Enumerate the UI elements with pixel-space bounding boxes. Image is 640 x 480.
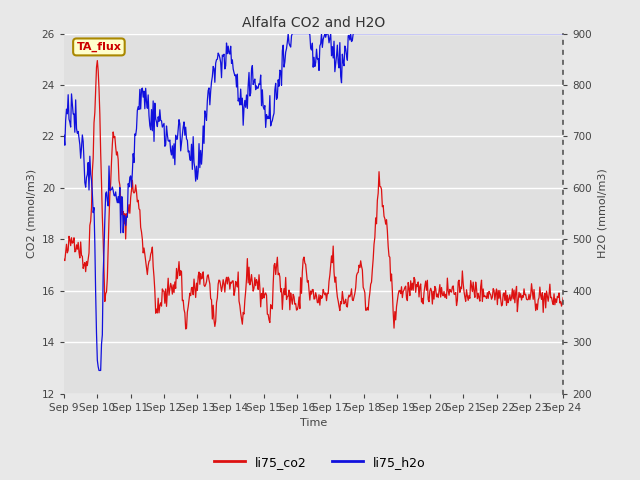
X-axis label: Time: Time <box>300 418 327 428</box>
Y-axis label: H2O (mmol/m3): H2O (mmol/m3) <box>597 169 607 258</box>
Title: Alfalfa CO2 and H2O: Alfalfa CO2 and H2O <box>242 16 385 30</box>
Text: TA_flux: TA_flux <box>77 42 122 52</box>
Legend: li75_co2, li75_h2o: li75_co2, li75_h2o <box>209 451 431 474</box>
Y-axis label: CO2 (mmol/m3): CO2 (mmol/m3) <box>26 169 36 258</box>
